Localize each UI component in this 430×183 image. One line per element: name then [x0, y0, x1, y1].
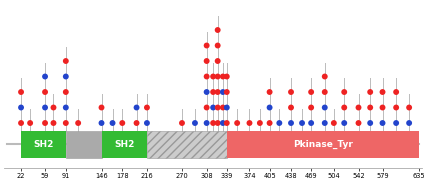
- Point: [214, 106, 221, 109]
- Point: [321, 122, 328, 124]
- Point: [27, 122, 34, 124]
- Point: [308, 91, 315, 94]
- Point: [298, 122, 305, 124]
- Point: [321, 91, 328, 94]
- Point: [223, 75, 230, 78]
- Point: [18, 91, 25, 94]
- Point: [42, 75, 49, 78]
- Point: [219, 91, 226, 94]
- Point: [276, 122, 283, 124]
- Point: [210, 91, 217, 94]
- Point: [214, 44, 221, 47]
- Point: [223, 122, 230, 124]
- Point: [42, 106, 49, 109]
- Point: [288, 106, 295, 109]
- Point: [379, 106, 386, 109]
- Point: [203, 106, 210, 109]
- Point: [214, 59, 221, 62]
- Point: [341, 122, 348, 124]
- Point: [405, 122, 412, 124]
- Point: [203, 91, 210, 94]
- Point: [62, 122, 69, 124]
- Point: [321, 75, 328, 78]
- Point: [393, 122, 399, 124]
- Point: [210, 122, 217, 124]
- Point: [367, 91, 374, 94]
- Point: [203, 44, 210, 47]
- Point: [379, 122, 386, 124]
- Point: [109, 122, 116, 124]
- Point: [210, 75, 217, 78]
- Point: [62, 59, 69, 62]
- Point: [50, 106, 57, 109]
- Point: [144, 106, 150, 109]
- Point: [214, 29, 221, 31]
- Point: [341, 91, 348, 94]
- Point: [288, 91, 295, 94]
- Point: [330, 122, 337, 124]
- Point: [367, 106, 374, 109]
- Bar: [147, 131, 227, 158]
- Point: [214, 122, 221, 124]
- Point: [308, 122, 315, 124]
- Point: [288, 122, 295, 124]
- Point: [266, 106, 273, 109]
- Point: [355, 122, 362, 124]
- Point: [203, 75, 210, 78]
- Point: [18, 122, 25, 124]
- Point: [379, 91, 386, 94]
- Point: [42, 122, 49, 124]
- Point: [308, 106, 315, 109]
- Point: [219, 106, 226, 109]
- Point: [133, 122, 140, 124]
- Point: [393, 106, 399, 109]
- Point: [133, 106, 140, 109]
- Point: [367, 122, 374, 124]
- Bar: [101, 131, 147, 158]
- Point: [42, 91, 49, 94]
- Point: [223, 106, 230, 109]
- Point: [178, 122, 185, 124]
- Point: [219, 122, 226, 124]
- Point: [355, 106, 362, 109]
- Bar: [21, 131, 66, 158]
- Point: [144, 122, 150, 124]
- Point: [219, 75, 226, 78]
- Point: [234, 122, 241, 124]
- Point: [223, 91, 230, 94]
- Point: [62, 91, 69, 94]
- Point: [393, 91, 399, 94]
- Point: [18, 106, 25, 109]
- Point: [214, 91, 221, 94]
- Point: [62, 75, 69, 78]
- Point: [405, 106, 412, 109]
- Point: [98, 122, 105, 124]
- Point: [210, 106, 217, 109]
- Text: SH2: SH2: [33, 140, 54, 149]
- Point: [75, 122, 82, 124]
- Bar: [227, 131, 419, 158]
- Point: [214, 75, 221, 78]
- Point: [256, 122, 263, 124]
- Point: [203, 59, 210, 62]
- Point: [203, 122, 210, 124]
- Point: [266, 122, 273, 124]
- Point: [62, 106, 69, 109]
- Point: [266, 91, 273, 94]
- Point: [191, 122, 198, 124]
- Point: [50, 122, 57, 124]
- Point: [321, 106, 328, 109]
- Bar: [66, 131, 101, 158]
- Text: SH2: SH2: [114, 140, 135, 149]
- Point: [119, 122, 126, 124]
- Text: Pkinase_Tyr: Pkinase_Tyr: [293, 140, 353, 149]
- Point: [341, 106, 348, 109]
- Point: [98, 106, 105, 109]
- Point: [246, 122, 253, 124]
